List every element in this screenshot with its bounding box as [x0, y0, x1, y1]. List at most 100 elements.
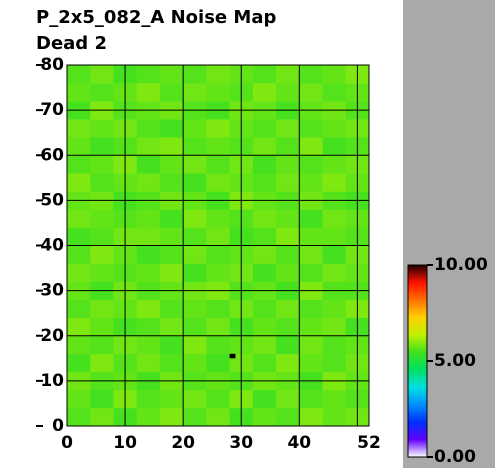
heat-cell	[136, 245, 161, 264]
heat-cell	[299, 389, 323, 409]
heat-cell	[252, 209, 277, 228]
heat-cell	[252, 353, 277, 373]
x-tick-label: 20	[171, 433, 195, 453]
heat-cell	[67, 155, 91, 174]
heat-cell	[90, 299, 114, 318]
heat-cell	[159, 263, 184, 282]
y-tick-label: 30	[40, 281, 64, 301]
heat-cell	[183, 137, 207, 156]
heat-cell	[206, 317, 230, 337]
heat-cell	[206, 407, 230, 427]
heat-cell	[299, 407, 323, 427]
heat-cell	[136, 407, 161, 427]
heat-cell	[90, 353, 114, 373]
heat-cell	[276, 65, 300, 84]
heat-cell	[90, 65, 114, 84]
heat-cell	[159, 65, 184, 84]
heat-cell	[276, 335, 300, 355]
heat-cell	[299, 119, 323, 138]
heat-cell	[136, 263, 161, 282]
heat-cell	[252, 173, 277, 192]
heat-cell	[299, 335, 323, 355]
heat-cell	[276, 209, 300, 228]
heat-cell	[67, 83, 91, 102]
heat-cell	[276, 227, 300, 246]
heat-cell	[67, 407, 91, 427]
heat-cell	[299, 227, 323, 246]
heat-cell	[90, 83, 114, 102]
y-tick-label: 60	[40, 145, 64, 165]
heat-cell	[322, 299, 347, 318]
heat-cell	[276, 263, 300, 282]
heat-cell	[299, 83, 323, 102]
heat-cell	[322, 119, 347, 138]
heat-cell	[276, 245, 300, 264]
heat-cell	[252, 389, 277, 409]
heat-cell	[67, 245, 91, 264]
heat-cell	[159, 155, 184, 174]
heat-cell	[90, 263, 114, 282]
heat-cell	[322, 353, 347, 373]
heat-cell	[159, 83, 184, 102]
heat-cell	[276, 389, 300, 409]
heat-cell	[136, 227, 161, 246]
heat-cell	[67, 137, 91, 156]
heat-cell	[67, 119, 91, 138]
heat-cell	[276, 299, 300, 318]
heat-cell	[206, 389, 230, 409]
heat-cell	[252, 65, 277, 84]
heat-cell	[90, 209, 114, 228]
heat-cell	[159, 317, 184, 337]
heat-cell	[136, 65, 161, 84]
heat-cell	[136, 83, 161, 102]
y-tick-label: 80	[40, 55, 64, 75]
heat-cell	[159, 245, 184, 264]
chart-title: P_2x5_082_A Noise Map	[36, 7, 276, 28]
x-tick-label: 52	[357, 433, 381, 453]
heat-cell	[299, 173, 323, 192]
heat-cell	[206, 209, 230, 228]
heat-cell	[276, 137, 300, 156]
heat-cell	[276, 83, 300, 102]
heat-cell	[90, 317, 114, 337]
heat-cell	[322, 407, 347, 427]
heat-cell	[322, 245, 347, 264]
heat-cell	[206, 65, 230, 84]
heat-cell	[183, 353, 207, 373]
heat-cell	[183, 155, 207, 174]
heat-cell	[159, 173, 184, 192]
heat-cell	[183, 245, 207, 264]
heat-cell	[183, 227, 207, 246]
heat-cell	[206, 299, 230, 318]
heat-cell	[136, 209, 161, 228]
heat-cell	[159, 407, 184, 427]
heat-cell	[252, 119, 277, 138]
x-tick-label: 0	[61, 433, 73, 453]
heat-cell	[299, 263, 323, 282]
heat-cell	[183, 65, 207, 84]
heat-cell	[136, 335, 161, 355]
heat-cell	[252, 299, 277, 318]
heat-cell	[252, 137, 277, 156]
heat-cell	[276, 173, 300, 192]
heat-cell	[322, 173, 347, 192]
heat-cell	[159, 137, 184, 156]
heat-cell	[276, 317, 300, 337]
heat-cell	[67, 263, 91, 282]
heat-cell	[90, 155, 114, 174]
heat-cell	[159, 389, 184, 409]
heat-cell	[206, 353, 230, 373]
heat-cell	[299, 353, 323, 373]
heat-cell	[299, 209, 323, 228]
heat-cell	[159, 119, 184, 138]
y-tick-label: 40	[40, 236, 64, 256]
x-tick-label: 10	[113, 433, 137, 453]
colorbar-tick-label: 10.00	[434, 255, 488, 275]
heat-cell	[159, 209, 184, 228]
heat-cell	[67, 209, 91, 228]
heat-cell	[299, 299, 323, 318]
heat-cell	[159, 299, 184, 318]
heat-cell	[322, 317, 347, 337]
heat-cell	[136, 317, 161, 337]
